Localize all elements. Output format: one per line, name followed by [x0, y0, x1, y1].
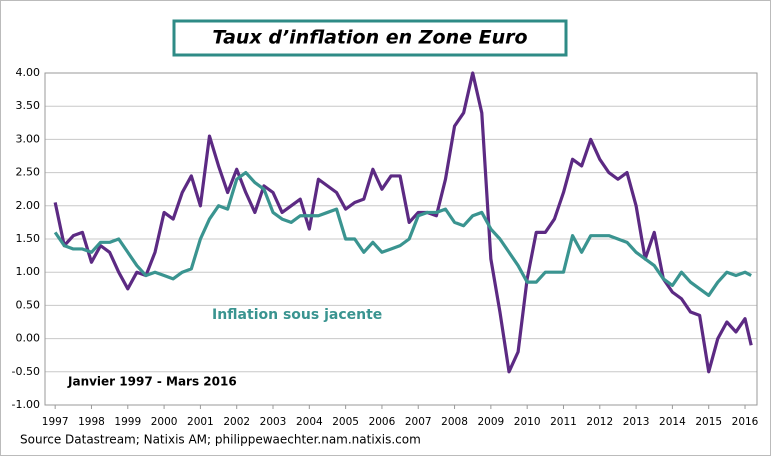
x-tick-label: 1999	[114, 416, 141, 428]
x-tick-label: 2010	[514, 416, 541, 428]
x-tick-label: 2004	[296, 416, 323, 428]
y-tick-label: 2.00	[16, 199, 41, 212]
x-tick-label: 2007	[405, 416, 432, 428]
plot-border	[44, 72, 758, 406]
y-tick-label: 4.00	[16, 66, 41, 79]
x-tick-label: 2013	[623, 416, 650, 428]
x-tick-label: 2009	[477, 416, 504, 428]
x-tick-label: 2000	[151, 416, 178, 428]
x-tick-label: 2006	[369, 416, 396, 428]
x-tick-label: 2014	[659, 416, 686, 428]
y-tick-label: -0.50	[12, 365, 40, 378]
series-label: Inflation sous jacente	[212, 307, 382, 323]
x-tick-label: 1997	[42, 416, 69, 428]
y-tick-label: 1.50	[16, 232, 41, 245]
x-tick-label: 2008	[441, 416, 468, 428]
x-tick-label: 2001	[187, 416, 214, 428]
x-tick-label: 2003	[260, 416, 287, 428]
y-tick-label: 1.00	[16, 265, 41, 278]
source: Source Datastream; Natixis AM; philippew…	[20, 433, 421, 447]
x-tick-label: 2016	[732, 416, 759, 428]
x-tick-label: 2012	[586, 416, 613, 428]
y-tick-label: 0.00	[16, 332, 41, 345]
x-tick-label: 2011	[550, 416, 577, 428]
x-tick-label: 2015	[695, 416, 722, 428]
period-note: Janvier 1997 - Mars 2016	[67, 375, 237, 389]
y-tick-label: 3.50	[16, 99, 41, 112]
y-tick-label: 0.50	[16, 298, 41, 311]
y-tick-label: 3.00	[16, 132, 41, 145]
title-box	[172, 19, 568, 57]
x-tick-label: 2002	[223, 416, 250, 428]
series-line	[53, 71, 753, 374]
x-tick-label: 1998	[78, 416, 105, 428]
series-line	[53, 171, 752, 298]
x-tick-label: 2005	[332, 416, 359, 428]
y-tick-label: -1.00	[12, 398, 40, 411]
y-tick-label: 2.50	[16, 166, 41, 179]
chart-title: Taux d’inflation en Zone Euro	[212, 27, 527, 49]
